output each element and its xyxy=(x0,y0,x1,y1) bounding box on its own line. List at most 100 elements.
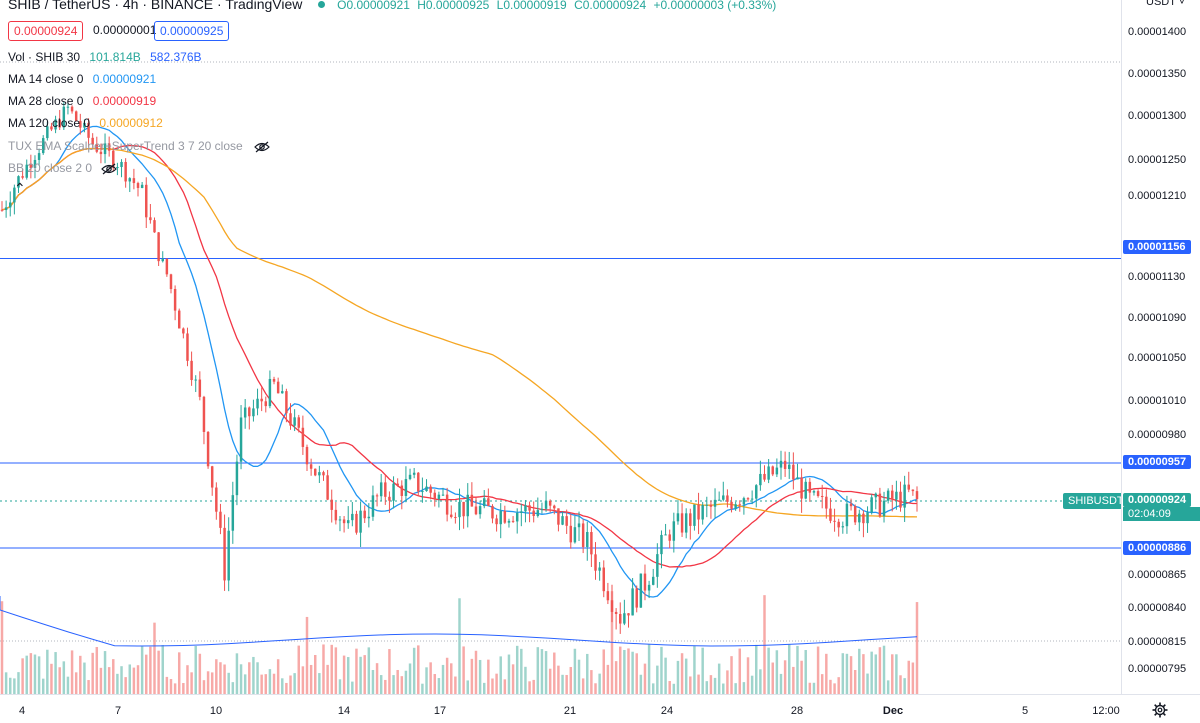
candle xyxy=(886,488,890,504)
candle xyxy=(586,521,589,561)
candle-body xyxy=(701,505,704,520)
volume-bar xyxy=(726,670,729,694)
volume-bar xyxy=(437,678,441,694)
volume-bar xyxy=(779,673,783,694)
candle-body xyxy=(557,508,560,525)
currency-selector[interactable]: USDT ˅ xyxy=(1146,0,1186,8)
candle-body xyxy=(54,119,57,130)
candle xyxy=(903,475,906,522)
candle-body xyxy=(206,431,210,467)
candle-body xyxy=(837,521,840,528)
volume-bar xyxy=(379,675,383,694)
candle-body xyxy=(441,494,445,496)
candle-body xyxy=(668,534,671,541)
indicator-tux-ema[interactable]: TUX EMA Scalper+SuperTrend 3 7 20 close xyxy=(8,139,270,153)
candle xyxy=(99,143,103,164)
candle xyxy=(50,122,53,132)
indicator-ma120[interactable]: MA 120 close 0 0.00000912 xyxy=(8,116,163,130)
candle xyxy=(878,487,882,518)
candle xyxy=(223,514,226,591)
volume-bar xyxy=(565,674,568,694)
volume-bar xyxy=(272,673,276,694)
candle xyxy=(573,515,577,544)
volume-bar xyxy=(128,664,132,694)
volume-bar xyxy=(371,670,375,694)
volume-bar xyxy=(186,665,189,694)
price-scale[interactable]: USDT ˅ 0.00001400 0.00001350 0.00001300 0.0… xyxy=(1121,0,1200,694)
candle xyxy=(13,184,16,215)
candle xyxy=(470,482,474,507)
volume-bar xyxy=(17,672,20,694)
time-label: 28 xyxy=(790,705,804,717)
volume-bar xyxy=(124,677,127,694)
candle xyxy=(594,542,597,580)
volume-bar xyxy=(83,662,86,694)
candle-body xyxy=(507,520,511,523)
candle xyxy=(351,501,354,527)
volume-bar xyxy=(907,660,910,694)
candle-body xyxy=(503,510,507,523)
collapse-legend-button[interactable]: ⌃ xyxy=(14,180,26,196)
volume-bar xyxy=(429,662,432,694)
candle-body xyxy=(705,504,709,506)
candle-body xyxy=(9,202,12,208)
candle-body xyxy=(334,509,338,521)
volume-bar xyxy=(433,674,437,694)
buy-price-box[interactable]: 0.00000925 xyxy=(154,21,230,41)
candle-body xyxy=(746,498,750,500)
candle xyxy=(907,471,910,493)
sell-price-box[interactable]: 0.00000924 xyxy=(8,21,84,41)
candle xyxy=(520,503,523,527)
candle-body xyxy=(305,446,309,465)
volume-bar xyxy=(849,656,853,694)
candle xyxy=(66,102,70,115)
candle xyxy=(779,450,783,480)
candle-body xyxy=(664,534,667,536)
indicator-ma28[interactable]: MA 28 close 0 0.00000919 xyxy=(8,94,156,108)
chart-plot-area[interactable] xyxy=(0,0,1121,694)
volume-bar xyxy=(58,667,61,694)
candle xyxy=(577,511,581,542)
eye-crossed-icon[interactable] xyxy=(254,141,270,153)
candle-body xyxy=(285,391,288,414)
volume-bar xyxy=(297,645,300,694)
candle xyxy=(911,489,915,496)
candle-body xyxy=(532,510,535,517)
candle-body xyxy=(322,472,325,476)
candle xyxy=(548,499,552,513)
time-axis[interactable]: 4 7 10 14 17 21 24 28 Dec 5 12:00 xyxy=(0,694,1200,723)
candle xyxy=(239,405,243,470)
candle xyxy=(219,503,222,535)
candle xyxy=(79,113,82,135)
volume-bar xyxy=(792,666,795,694)
volume-bar xyxy=(573,648,577,694)
candle-body xyxy=(408,474,412,480)
volume-bar xyxy=(899,675,902,694)
volume-bar xyxy=(396,669,399,694)
candle xyxy=(202,395,206,445)
indicator-value: 0.00000921 xyxy=(92,72,157,86)
price-tick-label: 0.00000815 xyxy=(1128,636,1187,648)
volume-bar xyxy=(305,616,309,694)
volume-bar xyxy=(412,647,416,694)
candle-body xyxy=(454,516,457,518)
candle xyxy=(557,508,560,532)
candlestick-chart[interactable] xyxy=(0,0,1121,694)
indicator-volume[interactable]: Vol · SHIB 30 101.814B 582.376B xyxy=(8,50,202,64)
candle-body xyxy=(433,492,437,499)
candle xyxy=(190,351,193,386)
volume-bar xyxy=(577,659,581,694)
indicator-bb[interactable]: BB 20 close 2 0 xyxy=(8,161,118,175)
volume-bar xyxy=(74,672,78,694)
settings-gear-icon[interactable] xyxy=(1152,702,1168,718)
candle-body xyxy=(569,525,573,543)
candle-body xyxy=(13,187,16,203)
candle xyxy=(392,476,395,509)
indicator-ma14[interactable]: MA 14 close 0 0.00000921 xyxy=(8,72,156,86)
symbol-title[interactable]: SHIB / TetherUS · 4h · BINANCE · Trading… xyxy=(8,0,303,12)
volume-bar xyxy=(520,648,523,694)
eye-crossed-icon[interactable] xyxy=(101,163,118,175)
candle xyxy=(400,480,404,510)
volume-bar xyxy=(107,667,111,694)
candle-body xyxy=(672,521,676,541)
